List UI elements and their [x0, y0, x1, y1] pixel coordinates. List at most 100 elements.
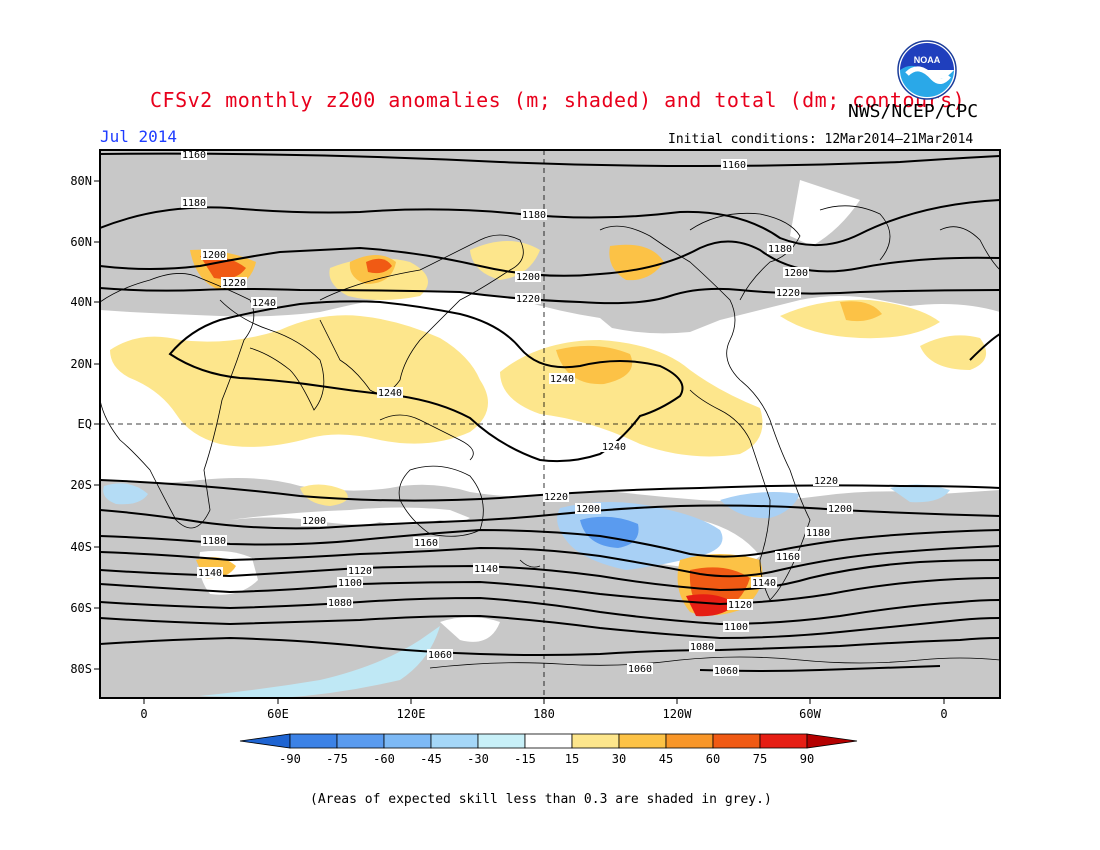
contour-label-bg	[473, 563, 499, 574]
contour-label: 1220	[222, 278, 246, 289]
contour-label: 1160	[182, 150, 206, 161]
contour-label-bg	[721, 159, 747, 170]
legend-swatch	[712, 733, 761, 749]
longitude-labels: 0 60E 120E 180 120W 60W 0	[140, 707, 947, 721]
latitude-label: EQ	[78, 417, 92, 431]
contour-label: 1120	[348, 566, 372, 577]
contour-label-bg	[627, 663, 653, 674]
legend-tick-label: 75	[753, 752, 767, 766]
contour-label-bg	[197, 567, 223, 578]
contour-label: 1200	[576, 504, 600, 515]
legend-tick-label: -60	[373, 752, 395, 766]
contour-label-bg	[327, 597, 353, 608]
longitude-label: 60W	[799, 707, 821, 721]
latitude-label: 20S	[70, 478, 92, 492]
contour-label: 1240	[550, 374, 574, 385]
color-legend	[239, 733, 858, 749]
contour-label-bg	[601, 441, 627, 452]
contour-label: 1220	[814, 476, 838, 487]
legend-tick-label: -90	[279, 752, 301, 766]
contour-label-bg	[543, 491, 569, 502]
contour-label-bg	[201, 535, 227, 546]
contour-label-bg	[751, 577, 777, 588]
footnote: (Areas of expected skill less than 0.3 a…	[310, 792, 772, 807]
contour-label: 1240	[378, 388, 402, 399]
legend-tick-label: -75	[326, 752, 348, 766]
contour-label-bg	[775, 287, 801, 298]
latitude-labels: 80N 60N 40N 20N EQ 20S 40S 60S 80S	[70, 174, 92, 676]
contour-label-bg	[775, 551, 801, 562]
contour-label: 1060	[428, 650, 452, 661]
contour-label: 1200	[302, 516, 326, 527]
contour-label-bg	[549, 373, 575, 384]
legend-swatch	[618, 733, 667, 749]
contour-label: 1140	[474, 564, 498, 575]
longitude-label: 0	[940, 707, 947, 721]
contour-label-bg	[201, 249, 227, 260]
legend-swatch	[759, 733, 808, 749]
legend-swatch	[383, 733, 432, 749]
contour-label: 1080	[328, 598, 352, 609]
legend-tick-label: -15	[514, 752, 536, 766]
legend-swatch	[665, 733, 714, 749]
contour-label-bg	[413, 537, 439, 548]
contour-label: 1100	[724, 622, 748, 633]
legend-arrow-low	[239, 733, 291, 749]
contour-label: 1060	[714, 666, 738, 677]
contour-label-bg	[181, 197, 207, 208]
contour-label: 1160	[776, 552, 800, 563]
latitude-label: 60N	[70, 235, 92, 249]
contour-label: 1240	[252, 298, 276, 309]
contour-label-bg	[689, 641, 715, 652]
axis-ticks	[94, 180, 945, 704]
legend-swatch	[289, 733, 338, 749]
contour-label-bg	[783, 267, 809, 278]
legend-swatch	[571, 733, 620, 749]
latitude-label: 80S	[70, 662, 92, 676]
legend-tick-labels: -90 -75 -60 -45 -30 -15 15 30 45 60 75 90	[279, 752, 814, 766]
contour-label: 1120	[728, 600, 752, 611]
contour-label-bg	[723, 621, 749, 632]
contour-label: 1220	[776, 288, 800, 299]
contour-label: 1200	[202, 250, 226, 261]
contour-label-bg	[347, 565, 373, 576]
contour-label: 1180	[806, 528, 830, 539]
contour-label-bg	[337, 577, 363, 588]
legend-arrow-high	[806, 733, 858, 749]
legend-tick-label: 60	[706, 752, 720, 766]
latitude-label: 60S	[70, 601, 92, 615]
legend-swatch	[336, 733, 385, 749]
longitude-label: 120W	[663, 707, 693, 721]
contour-label: 1240	[602, 442, 626, 453]
longitude-label: 60E	[267, 707, 289, 721]
longitude-label: 120E	[397, 707, 426, 721]
legend-swatch	[430, 733, 479, 749]
valid-month-label: Jul 2014	[100, 127, 178, 146]
contour-label-bg	[515, 293, 541, 304]
legend-tick-label: -30	[467, 752, 489, 766]
contour-label: 1180	[182, 198, 206, 209]
contour-label: 1200	[784, 268, 808, 279]
contour-label-bg	[727, 599, 753, 610]
contour-labels: 1160 1160 1180 1180 1180 1200 1200 1200 1220 1220…	[181, 150, 853, 677]
contour-label: 1200	[828, 504, 852, 515]
contour-label: 1220	[544, 492, 568, 503]
contour-label-bg	[181, 150, 207, 160]
contour-label-bg	[575, 503, 601, 514]
legend-tick-label: 30	[612, 752, 626, 766]
svg-text:NOAA: NOAA	[914, 55, 941, 65]
latitude-label: 40S	[70, 540, 92, 554]
contour-label: 1180	[522, 210, 546, 221]
contour-label-bg	[713, 665, 739, 676]
height-contours	[100, 152, 1000, 672]
chart-title: CFSv2 monthly z200 anomalies (m; shaded)…	[150, 88, 966, 112]
legend-tick-label: 15	[565, 752, 579, 766]
contour-label-bg	[521, 209, 547, 220]
contour-label: 1100	[338, 578, 362, 589]
contour-label-bg	[827, 503, 853, 514]
contour-label: 1140	[752, 578, 776, 589]
longitude-label: 0	[140, 707, 147, 721]
legend-swatch	[524, 733, 573, 749]
noaa-logo-icon: NOAA	[897, 40, 957, 100]
